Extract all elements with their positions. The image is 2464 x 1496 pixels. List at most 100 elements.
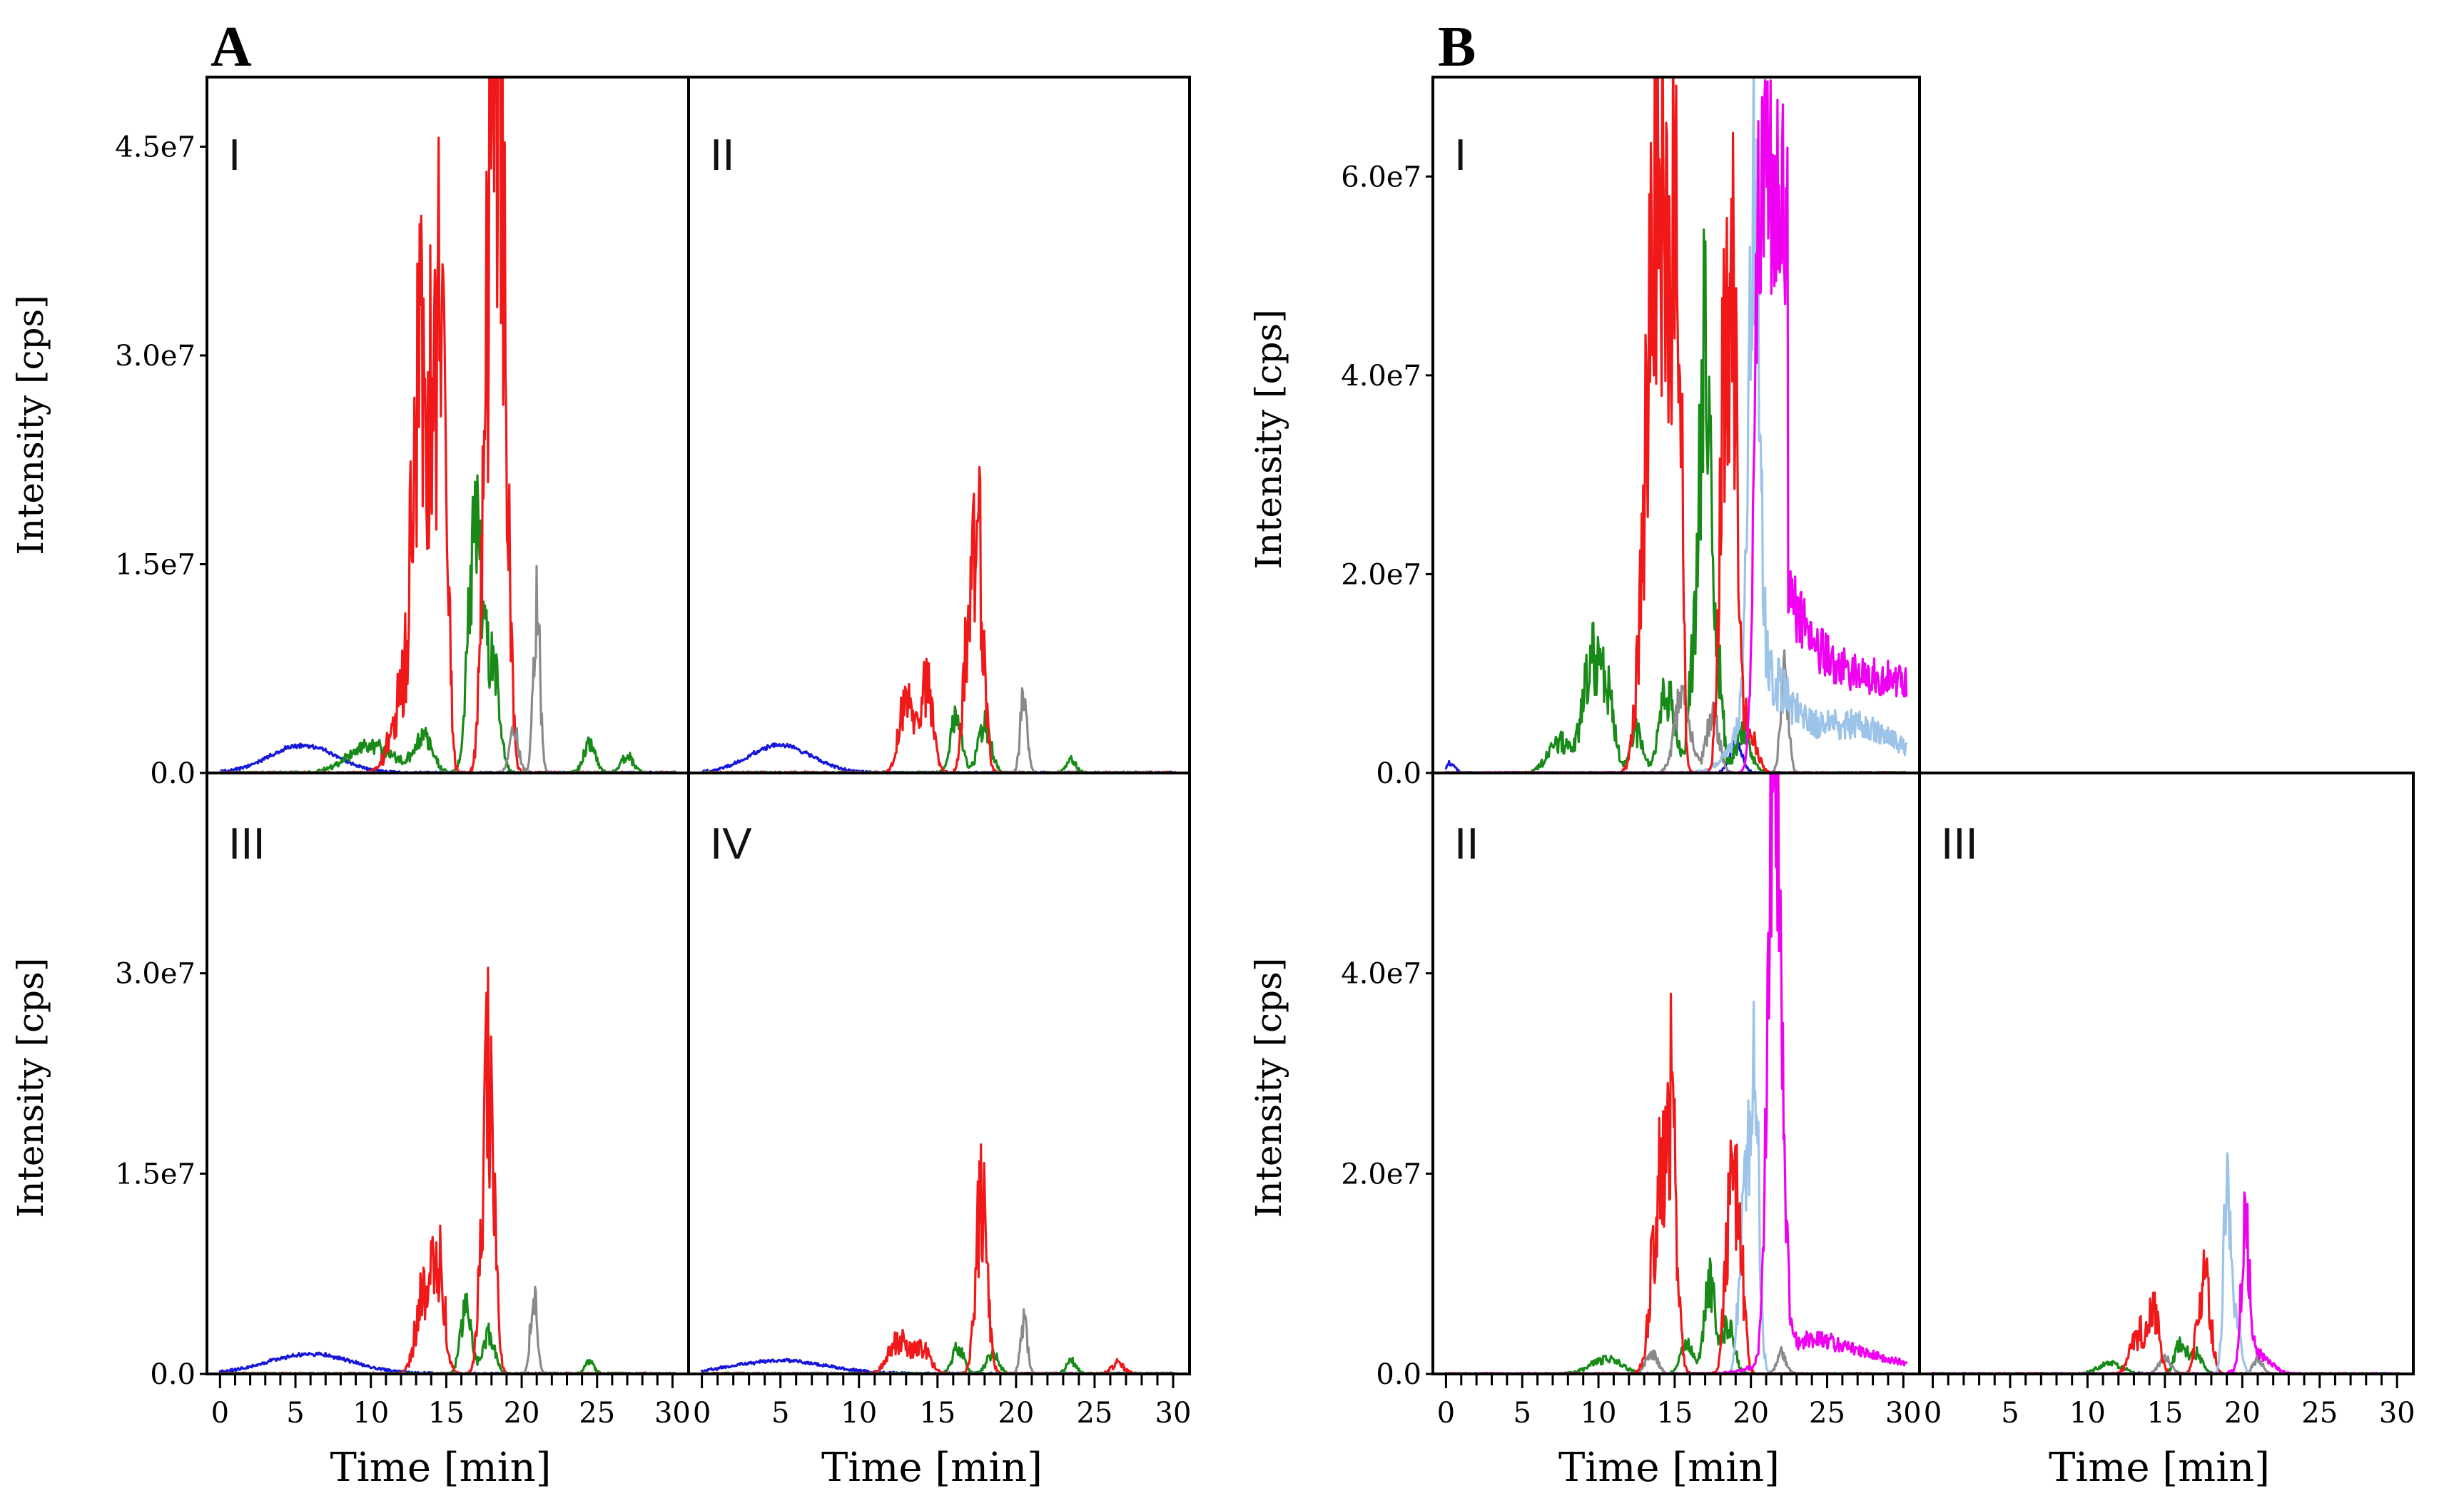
series-gray-b-i [1445,649,1907,772]
series-green-b-i [1455,228,1905,772]
traces-a-ii [701,465,1176,772]
y-tick-label-a-i: 4.5e7 [115,131,196,164]
chart-a-iv: IV 0 5 10 15 20 25 30 Time [min] [687,772,1192,1491]
y-tick-label-a-iii: 0.0 [150,1358,196,1391]
y-axis-title-a-i: Intensity [cps] [10,295,51,555]
x-tick-label-a-iv: 30 [1155,1397,1192,1430]
x-tick-label-a-iv: 20 [998,1397,1034,1430]
panel-label-b-i: I [1454,131,1466,180]
chart-b-ii: II 0.0 2.0e7 4.0e7 Intensity [cps] 0 5 10 15 20 25… [1248,772,1922,1491]
y-axis-title-a-iii: Intensity [cps] [10,958,51,1218]
traces-b-i [1444,79,1908,772]
frame-a-i [206,76,690,774]
traces-b-iii [1932,1152,2401,1373]
series-gray-a-iii [218,1285,676,1373]
x-axis-title-b-iii: Time [min] [2049,1445,2270,1491]
series-gray-b-ii [1451,1345,1906,1373]
y-tick-label-a-i: 1.5e7 [115,549,196,582]
x-tick-label-b-iii: 10 [2069,1397,2106,1430]
chart-b-i: I 0.0 2.0e7 4.0e7 6.0e7 Intensity [cps] [1248,76,1921,790]
series-blue-a-iii [218,1351,675,1373]
x-tick-label-b-iii: 5 [2001,1397,2019,1430]
series-blue-a-ii [701,742,1175,772]
y-tick-label-b-i: 0.0 [1376,757,1421,790]
y-tick-label-a-iii: 3.0e7 [115,958,196,991]
frame-b-ii [1431,772,1921,1375]
x-tick-label-b-iii: 30 [2379,1397,2415,1430]
series-gray-b-iii [1932,1353,2401,1373]
y-axis-title-b-i: Intensity [cps] [1248,309,1289,569]
series-gray-a-iv [703,1308,1177,1373]
frame-a-iii [206,772,690,1375]
y-tick-label-b-i: 6.0e7 [1341,161,1421,193]
y-tick-label-a-i: 3.0e7 [115,340,196,373]
x-tick-label-a-iii: 25 [579,1397,615,1430]
panel-label-a-ii: II [710,131,734,180]
series-green-a-iii [220,1293,676,1373]
y-tick-label-b-i: 4.0e7 [1341,360,1421,393]
series-red-b-ii [1445,992,1905,1373]
chart-a-iii: III 0.0 1.5e7 3.0e7 Intensity [cps] 0 5 10 15 20 2… [10,772,691,1491]
x-tick-label-b-ii: 30 [1885,1397,1922,1430]
panel-label-b-iii: III [1941,819,1978,869]
panel-letter-a: A [211,16,252,79]
series-lightblue-b-iii [1932,1152,2401,1373]
series-blue-a-i [218,742,676,772]
y-axis-title-b-ii: Intensity [cps] [1248,958,1289,1218]
series-green-a-i [219,474,676,772]
x-tick-label-a-iii: 10 [353,1397,389,1430]
frame-a-iv [687,772,1191,1375]
x-tick-label-a-iii: 15 [428,1397,465,1430]
x-tick-label-b-ii: 5 [1514,1397,1531,1430]
series-blue-a-iv [701,1358,1177,1373]
traces-a-i [218,79,676,772]
traces-a-iii [218,966,676,1373]
traces-a-iv [701,1143,1177,1373]
y-tick-label-b-ii: 4.0e7 [1341,958,1421,991]
series-red-a-iii [219,966,676,1373]
panel-label-a-iii: III [228,819,265,869]
x-tick-label-a-iv: 25 [1076,1397,1112,1430]
y-tick-label-a-iii: 1.5e7 [115,1158,196,1191]
series-red-b-i [1447,79,1905,772]
series-red-a-ii [701,465,1176,772]
x-tick-label-a-iii: 30 [654,1397,691,1430]
y-tick-label-b-i: 2.0e7 [1341,558,1421,591]
x-tick-label-b-iii: 25 [2301,1397,2338,1430]
x-tick-label-b-ii: 15 [1656,1397,1693,1430]
frame-a-ii [687,76,1191,774]
chart-b-iii: III 0 5 10 15 20 25 30 Time [min] [1918,772,2415,1491]
x-axis-title-a-iv: Time [min] [821,1445,1043,1491]
x-tick-label-b-ii: 0 [1437,1397,1455,1430]
panel-label-a-iv: IV [710,819,752,869]
series-blue-b-i [1444,738,1906,772]
series-red-a-i [220,79,676,772]
x-tick-label-a-iv: 10 [841,1397,877,1430]
x-tick-label-b-iii: 0 [1924,1397,1942,1430]
series-green-b-ii [1445,1257,1907,1373]
x-tick-label-a-iii: 20 [504,1397,540,1430]
x-tick-label-b-iii: 20 [2224,1397,2261,1430]
y-tick-label-b-ii: 2.0e7 [1341,1158,1421,1191]
series-lightblue-b-i [1446,79,1908,772]
series-magenta-b-i [1445,79,1908,772]
series-magenta-b-iii [1932,1191,2401,1373]
x-tick-label-a-iv: 15 [919,1397,955,1430]
x-tick-label-a-iii: 5 [286,1397,304,1430]
series-magenta-b-ii [1448,774,1908,1373]
x-axis-title-a-iii: Time [min] [330,1445,551,1491]
chart-a-ii: II [687,76,1191,774]
panel-label-a-i: I [228,131,240,180]
series-red-b-iii [1932,1249,2401,1373]
x-tick-label-b-ii: 20 [1733,1397,1769,1430]
frame-b-iii [1918,772,2415,1375]
x-tick-label-b-ii: 10 [1581,1397,1617,1430]
x-tick-label-a-iii: 0 [211,1397,229,1430]
y-tick-label-b-ii: 0.0 [1376,1358,1421,1391]
x-tick-label-a-iv: 0 [693,1397,711,1430]
x-tick-label-a-iv: 5 [771,1397,789,1430]
y-tick-label-a-i: 0.0 [150,757,196,790]
x-axis-title-b-ii: Time [min] [1558,1445,1780,1491]
